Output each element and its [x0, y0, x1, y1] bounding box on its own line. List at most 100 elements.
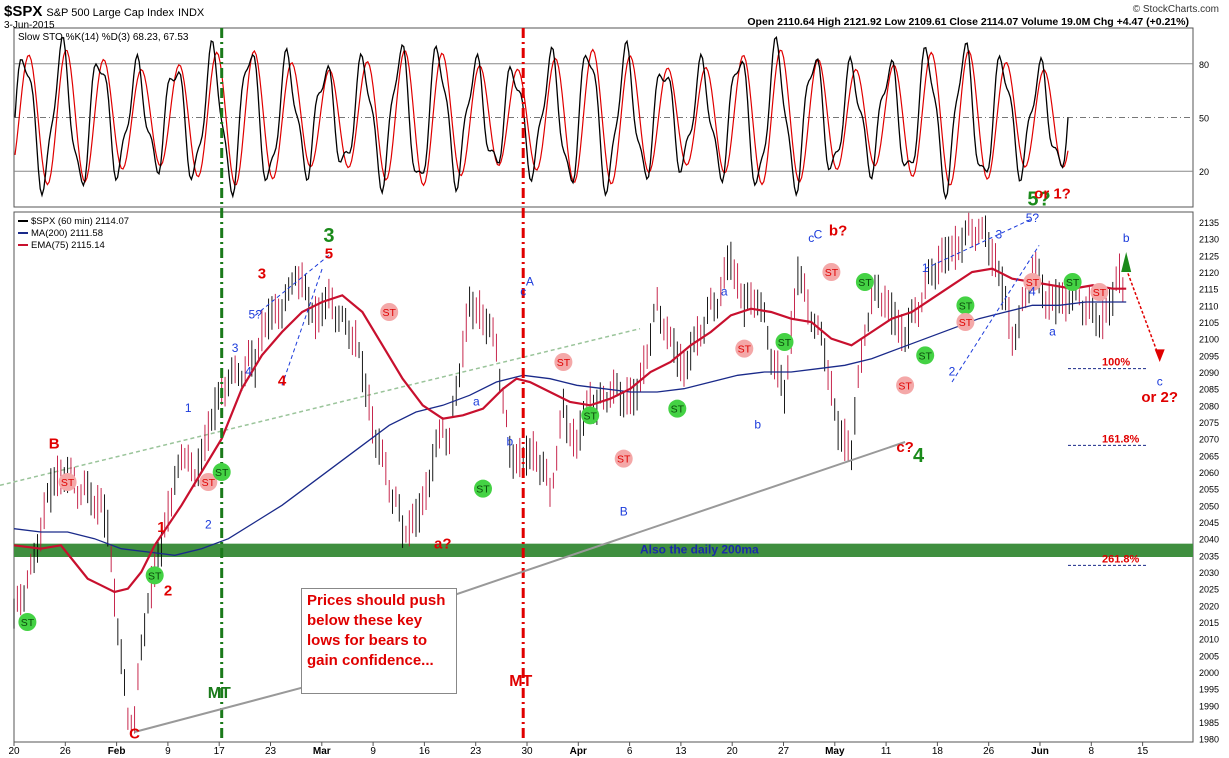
st-marker-label: ST: [1093, 287, 1107, 299]
x-tick-label: 6: [627, 746, 633, 757]
st-marker: [145, 566, 164, 585]
legend-label: EMA(75) 2115.14: [31, 240, 105, 251]
price-tick-label: 2120: [1199, 268, 1219, 278]
x-tick-label: 9: [165, 746, 171, 757]
x-tick-label: 20: [727, 746, 739, 757]
wave-label: 3: [232, 341, 239, 355]
mt-label-green: MT: [208, 685, 231, 702]
st-marker-label: ST: [617, 454, 631, 466]
price-tick-label: 2125: [1199, 251, 1219, 261]
price-tick-label: 2065: [1199, 451, 1219, 461]
st-marker: [822, 263, 841, 281]
price-tick-label: 2075: [1199, 418, 1219, 428]
wave-label: 5?: [249, 308, 263, 322]
st-marker-label: ST: [215, 467, 229, 479]
symbol: $SPX: [4, 3, 43, 20]
wave-label: C: [814, 228, 823, 242]
wave-label: a: [721, 284, 728, 298]
ma200-line: [13, 301, 1127, 556]
price-tick-label: 2105: [1199, 318, 1219, 328]
st-marker-label: ST: [1026, 277, 1040, 289]
wave-label: 4: [913, 445, 925, 467]
sto-tick-label: 50: [1199, 114, 1209, 124]
price-tick-label: 2010: [1199, 635, 1219, 645]
x-tick-label: 9: [370, 746, 376, 757]
st-marker-label: ST: [858, 277, 872, 289]
price-tick-label: 2040: [1199, 535, 1219, 545]
st-marker: [1063, 273, 1082, 291]
x-tick-label: Feb: [108, 746, 126, 757]
wave-label: or 1?: [1034, 186, 1071, 203]
st-marker-label: ST: [778, 337, 792, 349]
fib-label: 100%: [1102, 357, 1130, 369]
x-tick-label: 13: [675, 746, 687, 757]
callout-box: Prices should push below these key lows …: [301, 588, 457, 694]
wave-label: 2: [164, 582, 172, 599]
wave-label: B: [49, 436, 60, 453]
st-marker: [896, 376, 915, 395]
x-tick-label: 20: [8, 746, 20, 757]
price-tick-label: 2095: [1199, 351, 1219, 361]
legend-label: $SPX (60 min) 2114.07: [31, 216, 129, 227]
st-marker: [735, 339, 754, 358]
wave-label: c: [520, 284, 526, 298]
st-marker-label: ST: [738, 344, 752, 356]
fib-label: 261.8%: [1102, 553, 1140, 565]
st-marker: [956, 313, 975, 331]
daily-200ma-band: [14, 543, 1193, 557]
st-marker-label: ST: [918, 350, 932, 362]
st-marker: [581, 406, 600, 425]
price-tick-label: 1985: [1199, 718, 1219, 728]
wave-label: a: [473, 394, 480, 408]
st-marker-label: ST: [382, 307, 396, 319]
wave-label: b?: [829, 222, 847, 239]
wave-label: 1: [185, 401, 192, 415]
price-tick-label: 2070: [1199, 435, 1219, 445]
projection-arrow: [1125, 268, 1161, 359]
x-tick-label: 23: [265, 746, 277, 757]
st-marker-label: ST: [21, 617, 35, 629]
price-tick-label: 2100: [1199, 335, 1219, 345]
sto-tick-label: 20: [1199, 167, 1209, 177]
st-marker: [58, 473, 77, 491]
x-tick-label: 18: [932, 746, 944, 757]
x-tick-label: 17: [214, 746, 226, 757]
wave-label: A: [526, 274, 534, 288]
legend-label: MA(200) 2111.58: [31, 228, 103, 239]
x-tick-label: 16: [419, 746, 431, 757]
price-tick-label: 2035: [1199, 551, 1219, 561]
st-marker-label: ST: [959, 300, 973, 312]
wave-channel-line: [924, 218, 1033, 270]
symbol-title: $SPX S&P 500 Large Cap Index INDX: [4, 3, 204, 20]
price-tick-label: 2045: [1199, 518, 1219, 528]
st-marker-label: ST: [898, 380, 912, 392]
st-marker-label: ST: [476, 484, 490, 496]
wave-label: B: [620, 504, 628, 518]
wave-label: 3: [323, 225, 334, 247]
x-tick-label: May: [825, 746, 845, 757]
price-tick-label: 2135: [1199, 218, 1219, 228]
st-marker: [956, 296, 975, 315]
x-tick-label: Mar: [313, 746, 331, 757]
ema75-line: [13, 267, 1127, 594]
projection-arrowhead: [1154, 349, 1165, 362]
st-marker: [614, 449, 633, 468]
wave-label: b: [754, 418, 761, 432]
wave-label: b: [506, 434, 513, 448]
price-tick-label: 2110: [1199, 301, 1218, 311]
price-tick-label: 2060: [1199, 468, 1219, 478]
price-tick-label: 2015: [1199, 618, 1219, 628]
sto-title: Slow STO %K(14) %D(3) 68.23, 67.53: [18, 32, 189, 43]
price-tick-label: 1980: [1199, 735, 1219, 745]
st-marker-label: ST: [202, 477, 216, 489]
price-tick-label: 2000: [1199, 668, 1219, 678]
wave-channel-line: [951, 245, 1040, 383]
price-tick-label: 2130: [1199, 235, 1219, 245]
price-tick-label: 2090: [1199, 368, 1219, 378]
price-tick-label: 2055: [1199, 485, 1219, 495]
st-marker: [855, 273, 874, 291]
quote-summary: Open 2110.64 High 2121.92 Low 2109.61 Cl…: [747, 16, 1189, 28]
mt-label-red: MT: [509, 673, 532, 690]
price-tick-label: 2085: [1199, 385, 1219, 395]
